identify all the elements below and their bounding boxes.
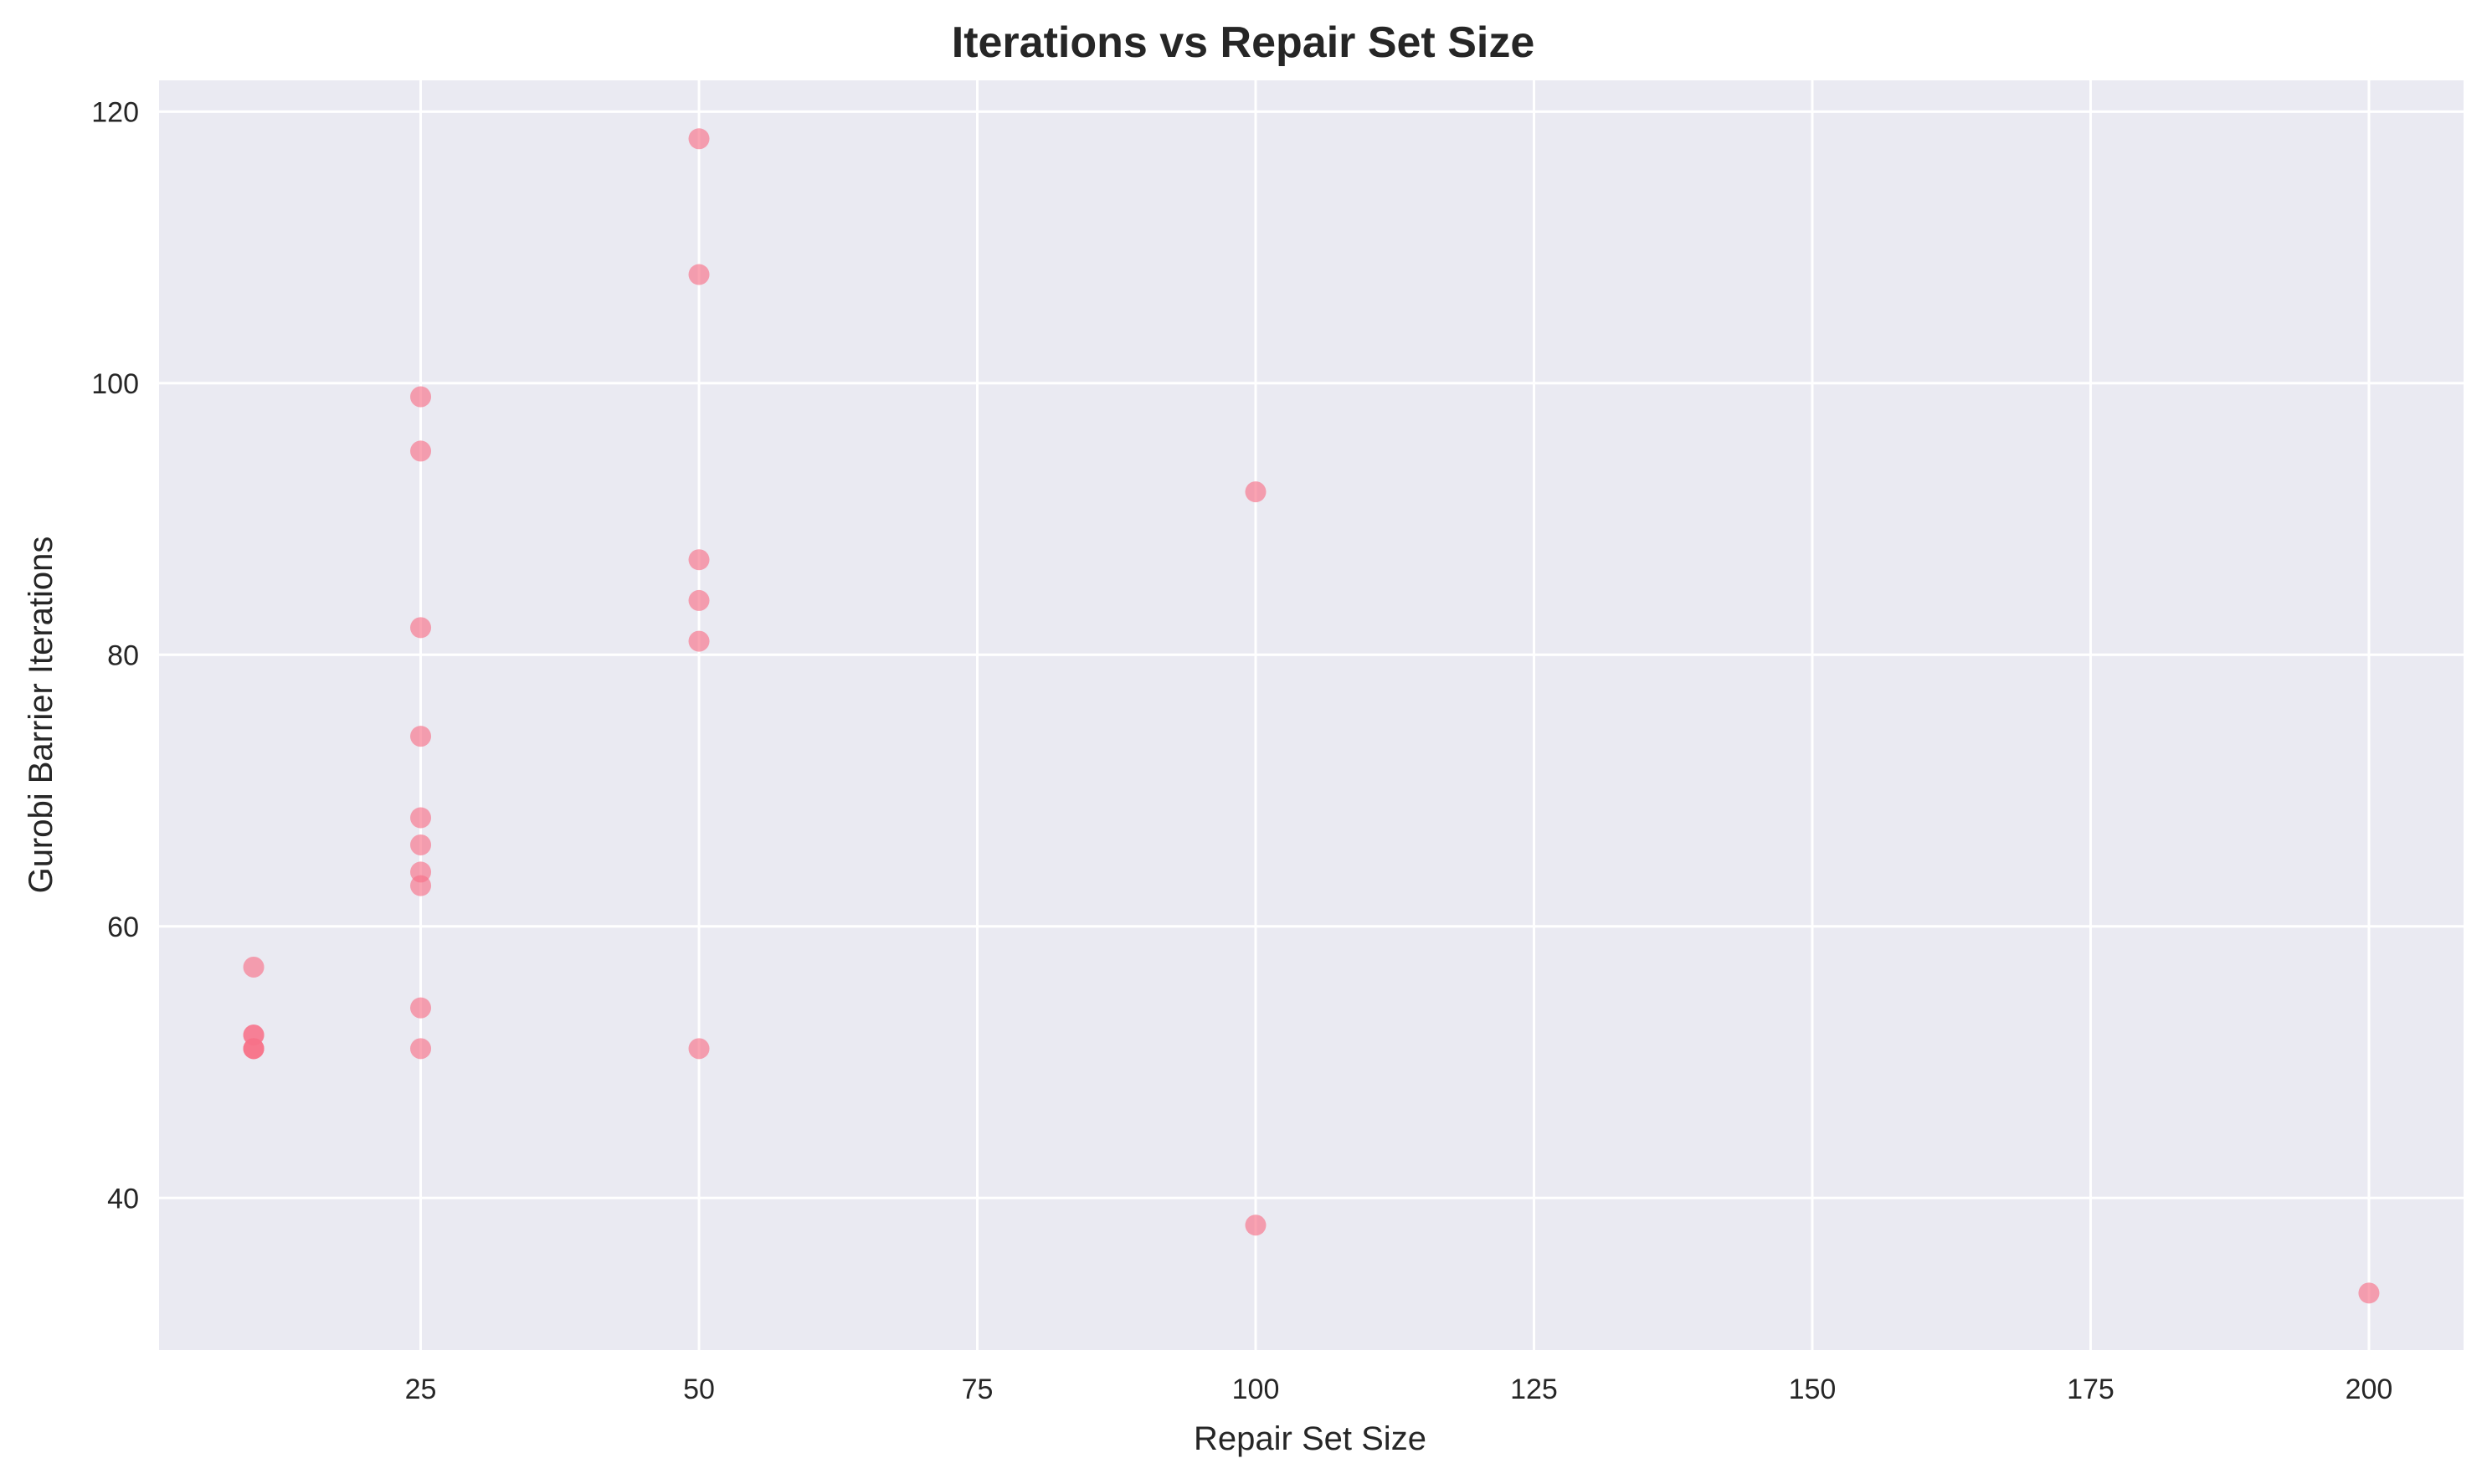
data-point: [1245, 1214, 1267, 1236]
y-tick-labels: 40 60 80 100 120: [91, 96, 139, 1214]
data-point: [410, 875, 432, 896]
x-tick-labels: 25 50 75 100 125 150 175 200: [405, 1374, 2393, 1405]
data-point: [410, 617, 432, 639]
x-tick-label: 75: [962, 1374, 994, 1405]
y-tick-label: 40: [107, 1183, 139, 1214]
data-point: [410, 997, 432, 1019]
y-tick-label: 120: [91, 96, 139, 128]
x-axis-label: Repair Set Size: [1194, 1420, 1426, 1457]
x-tick-label: 150: [1789, 1374, 1837, 1405]
y-tick-label: 100: [91, 368, 139, 400]
data-point: [410, 834, 432, 855]
data-point: [688, 1038, 710, 1060]
data-point: [243, 956, 265, 978]
data-point: [2358, 1282, 2380, 1304]
data-point: [688, 264, 710, 285]
y-axis-label: Gurobi Barrier Iterations: [23, 537, 59, 894]
data-point: [688, 630, 710, 652]
grid-lines: [159, 80, 2464, 1350]
x-tick-label: 50: [683, 1374, 715, 1405]
data-point: [1245, 481, 1267, 503]
data-point: [688, 128, 710, 150]
x-tick-label: 100: [1232, 1374, 1280, 1405]
y-tick-label: 80: [107, 639, 139, 671]
data-point: [688, 589, 710, 611]
data-point: [410, 386, 432, 408]
data-point: [410, 440, 432, 462]
data-points: [243, 128, 2380, 1304]
data-point: [410, 1038, 432, 1060]
data-point: [243, 1038, 265, 1060]
x-tick-label: 125: [1510, 1374, 1558, 1405]
plot-area: [159, 80, 2464, 1350]
data-point: [410, 807, 432, 829]
data-point: [688, 549, 710, 571]
x-tick-label: 25: [405, 1374, 437, 1405]
data-point: [410, 726, 432, 747]
x-tick-label: 175: [2067, 1374, 2114, 1405]
x-tick-label: 200: [2346, 1374, 2393, 1405]
y-tick-label: 60: [107, 911, 139, 943]
chart-title: Iterations vs Repair Set Size: [952, 18, 1535, 67]
